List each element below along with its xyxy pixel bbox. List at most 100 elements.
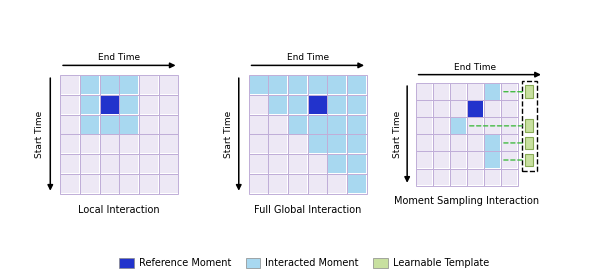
Bar bbox=[249, 135, 268, 153]
Bar bbox=[159, 75, 179, 95]
Bar bbox=[308, 95, 328, 115]
Bar bbox=[501, 117, 518, 134]
Bar bbox=[468, 118, 483, 134]
Bar bbox=[100, 155, 119, 173]
Bar bbox=[450, 169, 467, 186]
Bar bbox=[308, 174, 328, 193]
Bar bbox=[467, 117, 484, 134]
Bar bbox=[484, 151, 501, 169]
Bar bbox=[60, 95, 80, 115]
Bar bbox=[308, 115, 328, 134]
Bar bbox=[434, 152, 449, 168]
Bar bbox=[485, 84, 500, 100]
Text: Local Interaction: Local Interaction bbox=[78, 206, 160, 215]
Bar bbox=[268, 75, 288, 95]
Bar bbox=[81, 155, 98, 173]
Bar bbox=[80, 134, 100, 154]
Bar bbox=[485, 152, 500, 168]
Bar bbox=[249, 95, 268, 115]
Bar bbox=[328, 174, 347, 193]
Bar bbox=[347, 95, 367, 115]
Bar bbox=[416, 151, 433, 169]
Bar bbox=[159, 96, 178, 114]
Bar bbox=[522, 81, 537, 171]
Bar bbox=[416, 118, 432, 134]
Bar bbox=[328, 135, 347, 153]
Bar bbox=[328, 134, 347, 154]
Bar bbox=[433, 151, 450, 169]
Bar bbox=[61, 135, 79, 153]
Bar bbox=[269, 135, 287, 153]
Bar bbox=[468, 84, 483, 100]
Bar bbox=[348, 135, 366, 153]
Bar bbox=[120, 76, 138, 94]
Bar bbox=[61, 96, 79, 114]
Bar bbox=[289, 135, 307, 153]
Bar bbox=[467, 134, 484, 151]
Bar bbox=[288, 174, 308, 193]
Bar bbox=[140, 175, 158, 193]
Bar bbox=[450, 100, 467, 117]
Bar bbox=[60, 115, 80, 134]
Bar bbox=[348, 115, 366, 134]
Bar bbox=[451, 135, 466, 151]
Bar bbox=[485, 118, 500, 134]
Bar bbox=[502, 101, 517, 117]
Text: End Time: End Time bbox=[287, 53, 329, 62]
Bar bbox=[139, 134, 159, 154]
Bar bbox=[269, 155, 287, 173]
Bar bbox=[328, 96, 347, 114]
Bar bbox=[249, 175, 268, 193]
Bar bbox=[348, 175, 366, 193]
Text: Start Time: Start Time bbox=[393, 111, 402, 158]
Bar bbox=[467, 100, 484, 117]
Bar bbox=[468, 169, 483, 185]
Bar bbox=[100, 95, 119, 115]
Bar bbox=[484, 134, 501, 151]
Bar bbox=[100, 134, 119, 154]
Bar bbox=[159, 155, 178, 173]
Bar bbox=[60, 154, 80, 174]
Bar bbox=[249, 115, 268, 134]
Bar bbox=[501, 169, 518, 186]
Bar bbox=[416, 83, 433, 100]
Bar bbox=[502, 169, 517, 185]
Bar bbox=[139, 154, 159, 174]
Bar bbox=[80, 115, 100, 134]
Bar bbox=[309, 175, 326, 193]
Bar bbox=[416, 169, 432, 185]
Bar bbox=[501, 83, 518, 100]
Bar bbox=[502, 84, 517, 100]
Bar bbox=[80, 154, 100, 174]
Bar bbox=[80, 95, 100, 115]
Bar bbox=[348, 96, 366, 114]
Bar bbox=[289, 115, 307, 134]
Bar bbox=[288, 134, 308, 154]
Bar bbox=[308, 134, 328, 154]
Bar bbox=[60, 174, 80, 193]
Bar bbox=[288, 75, 308, 95]
Bar bbox=[328, 95, 347, 115]
Bar bbox=[249, 96, 268, 114]
Bar bbox=[309, 96, 326, 114]
Bar bbox=[269, 175, 287, 193]
Bar bbox=[120, 96, 138, 114]
Bar bbox=[501, 134, 518, 151]
Bar bbox=[80, 174, 100, 193]
Bar bbox=[139, 75, 159, 95]
Bar bbox=[328, 155, 347, 173]
Bar bbox=[81, 76, 98, 94]
Bar bbox=[120, 155, 138, 173]
Bar bbox=[502, 152, 517, 168]
Bar bbox=[60, 75, 80, 95]
Bar bbox=[289, 76, 307, 94]
Bar bbox=[289, 155, 307, 173]
Bar bbox=[467, 151, 484, 169]
Bar bbox=[159, 95, 179, 115]
Bar bbox=[308, 154, 328, 174]
Bar bbox=[100, 96, 119, 114]
Bar bbox=[100, 115, 119, 134]
Bar bbox=[416, 134, 433, 151]
Bar bbox=[100, 174, 119, 193]
Bar bbox=[451, 118, 466, 134]
